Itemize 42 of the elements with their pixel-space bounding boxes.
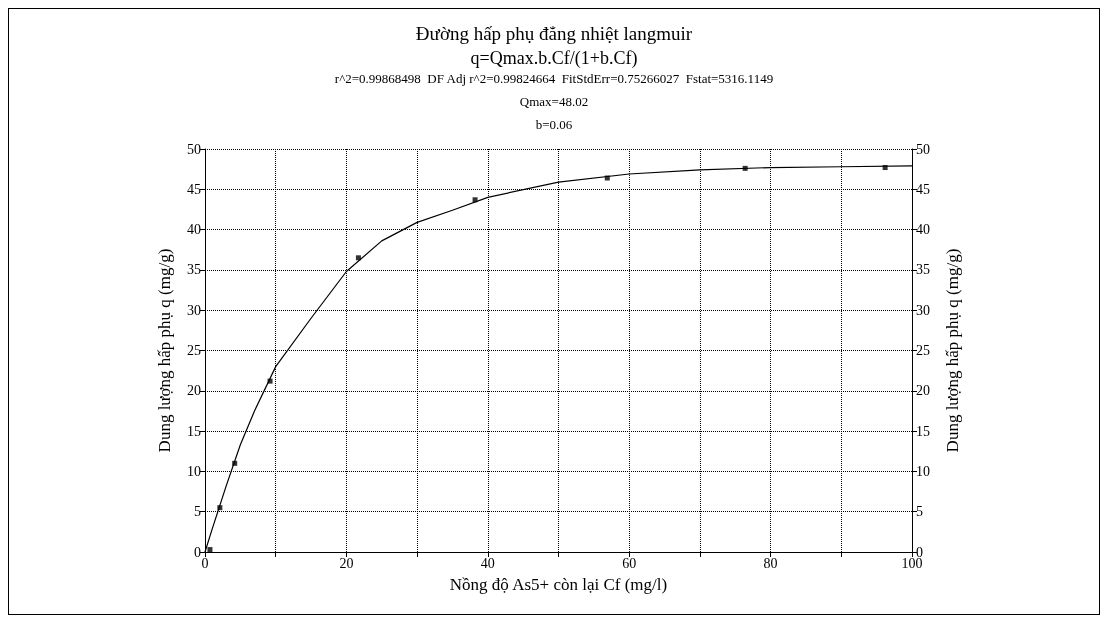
y-tick-label: 40 (187, 222, 201, 238)
y-tick-label: 15 (187, 423, 201, 439)
y-tick-label: 20 (187, 383, 201, 399)
y-tick-label: 0 (194, 544, 201, 560)
y-tick-label: 10 (187, 463, 201, 479)
y2-tick-label: 10 (916, 463, 930, 479)
text: r^2=0.99868498 DF Adj r^2=0.99824664 FitStdErr=0.75266027 Fstat=5316.1149 (334, 71, 774, 86)
point (217, 505, 223, 511)
point (207, 547, 213, 553)
y-tick-label: 50 (187, 141, 201, 157)
point (232, 460, 238, 466)
text: b=0.06 (535, 117, 573, 132)
point (742, 165, 748, 171)
chart-title: Đường hấp phụ đẳng nhiệt langmuir (415, 23, 693, 44)
y2-axis-title: Dung lượng hấp phụ q (mg/g) (943, 248, 962, 453)
y2-tick-label: 40 (916, 222, 930, 238)
y2-tick-label: 5 (916, 504, 923, 520)
point (882, 165, 888, 171)
x-axis-title: Nồng độ As5+ còn lại Cf (mg/l) (449, 575, 668, 594)
point (604, 175, 610, 181)
y-tick-label: 45 (187, 181, 201, 197)
y-tick-label: 5 (194, 504, 201, 520)
chart-subtitle: q=Qmax.b.Cf/(1+b.Cf) (470, 48, 638, 69)
y-tick-label: 25 (187, 343, 201, 358)
point (267, 378, 273, 384)
point (355, 255, 361, 261)
x-tick-label: 80 (763, 555, 778, 571)
y2-tick-label: 25 (916, 343, 930, 358)
y2-tick-label: 30 (916, 302, 930, 318)
x-tick-label: 60 (622, 555, 637, 571)
y-tick-label: 35 (187, 262, 201, 278)
text: Qmax=48.02 (519, 94, 589, 109)
point (472, 197, 478, 203)
y-axis-title: Dung lượng hấp phụ q (mg/g) (155, 248, 174, 453)
y-tick-label: 30 (187, 302, 201, 318)
y2-tick-label: 45 (916, 181, 930, 197)
y2-tick-label: 20 (916, 383, 930, 399)
y2-tick-label: 35 (916, 262, 930, 278)
x-tick-label: 40 (480, 555, 495, 571)
y2-tick-label: 15 (916, 423, 930, 439)
y2-tick-label: 50 (916, 141, 930, 157)
x-tick-label: 20 (339, 555, 354, 571)
